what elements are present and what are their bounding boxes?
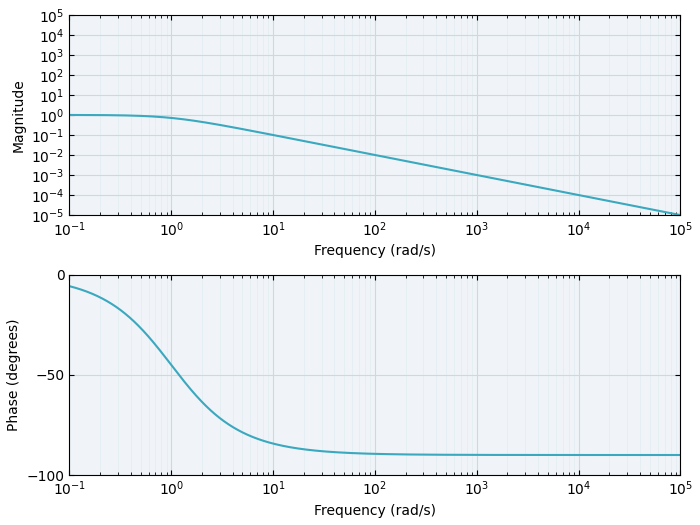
X-axis label: Frequency (rad/s): Frequency (rad/s): [314, 244, 436, 258]
X-axis label: Frequency (rad/s): Frequency (rad/s): [314, 504, 436, 518]
Y-axis label: Magnitude: Magnitude: [11, 78, 25, 152]
Y-axis label: Phase (degrees): Phase (degrees): [7, 319, 21, 431]
